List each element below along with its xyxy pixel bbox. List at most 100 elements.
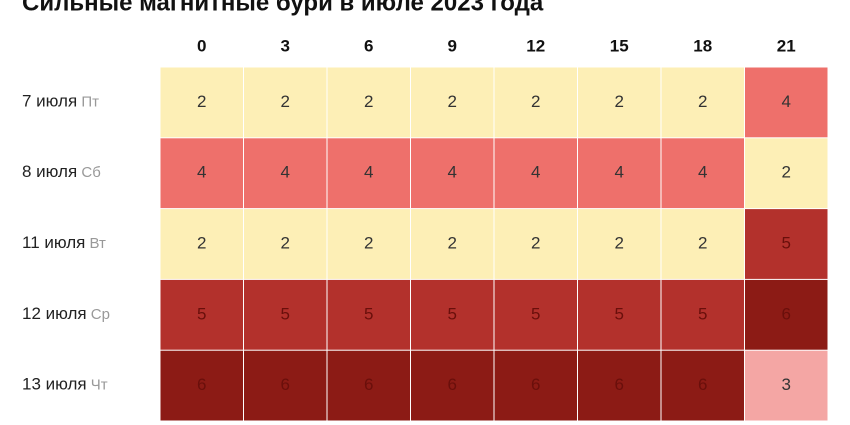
heatmap-cell bbox=[745, 209, 828, 279]
heatmap-cell bbox=[745, 279, 828, 350]
heatmap-cell bbox=[661, 67, 744, 138]
column-header: 18 bbox=[693, 36, 712, 55]
heatmap-cell bbox=[244, 138, 327, 209]
heatmap-cell bbox=[160, 138, 243, 209]
heatmap-cell bbox=[578, 279, 661, 350]
cell-value: 2 bbox=[448, 233, 457, 252]
row-label: 12 июля Ср bbox=[22, 304, 110, 323]
row-label: 11 июля Вт bbox=[22, 233, 106, 252]
heatmap-cell bbox=[494, 279, 577, 350]
heatmap-cell bbox=[160, 209, 243, 279]
heatmap-cell bbox=[745, 138, 828, 209]
cell-value: 6 bbox=[782, 304, 791, 323]
heatmap-cell bbox=[661, 279, 744, 350]
heatmap-cell bbox=[411, 209, 494, 279]
row-label: 13 июля Чт bbox=[22, 375, 108, 394]
heatmap-cell bbox=[745, 350, 828, 421]
column-header: 6 bbox=[364, 36, 373, 55]
heatmap-cell bbox=[411, 67, 494, 138]
row-weekday: Пт bbox=[77, 93, 99, 110]
cell-value: 4 bbox=[364, 163, 373, 182]
cell-value: 5 bbox=[197, 304, 206, 323]
cell-value: 4 bbox=[197, 163, 206, 182]
cell-value: 6 bbox=[531, 375, 540, 394]
cell-value: 2 bbox=[531, 92, 540, 111]
column-header: 15 bbox=[610, 36, 629, 55]
column-header: 12 bbox=[526, 36, 545, 55]
cell-value: 4 bbox=[531, 163, 540, 182]
heatmap-cell bbox=[327, 350, 410, 421]
heatmap-cell bbox=[244, 279, 327, 350]
heatmap-cell bbox=[160, 279, 243, 350]
heatmap-cell bbox=[327, 138, 410, 209]
column-header: 21 bbox=[777, 36, 796, 55]
cell-value: 6 bbox=[197, 375, 206, 394]
heatmap-cell bbox=[411, 279, 494, 350]
column-header: 9 bbox=[448, 36, 457, 55]
cell-value: 5 bbox=[448, 304, 457, 323]
cell-value: 2 bbox=[782, 163, 791, 182]
heatmap-cell bbox=[494, 209, 577, 279]
column-header: 3 bbox=[281, 36, 290, 55]
cell-value: 6 bbox=[364, 375, 373, 394]
heatmap-cell bbox=[578, 67, 661, 138]
heatmap-cell bbox=[244, 209, 327, 279]
cell-value: 6 bbox=[615, 375, 624, 394]
row-date: 7 июля bbox=[22, 92, 77, 111]
cell-value: 4 bbox=[281, 163, 290, 182]
row-weekday: Вт bbox=[85, 235, 106, 252]
cell-value: 2 bbox=[197, 92, 206, 111]
row-weekday: Ср bbox=[87, 306, 110, 323]
heatmap-cell bbox=[244, 350, 327, 421]
cell-value: 2 bbox=[698, 233, 707, 252]
cell-value: 4 bbox=[698, 163, 707, 182]
heatmap-cell bbox=[578, 138, 661, 209]
heatmap-cell bbox=[160, 67, 243, 138]
heatmap-cell bbox=[661, 209, 744, 279]
cell-value: 2 bbox=[615, 92, 624, 111]
cell-value: 5 bbox=[364, 304, 373, 323]
cell-value: 5 bbox=[698, 304, 707, 323]
cell-value: 5 bbox=[782, 233, 791, 252]
cell-value: 2 bbox=[281, 233, 290, 252]
row-date: 8 июля bbox=[22, 163, 77, 182]
cell-value: 4 bbox=[615, 163, 624, 182]
cell-value: 2 bbox=[364, 233, 373, 252]
heatmap-cell bbox=[494, 138, 577, 209]
row-weekday: Сб bbox=[77, 164, 101, 181]
heatmap-cell bbox=[327, 67, 410, 138]
heatmap-cell bbox=[244, 67, 327, 138]
row-date: 13 июля bbox=[22, 375, 87, 394]
cell-value: 2 bbox=[281, 92, 290, 111]
heatmap-cell bbox=[411, 138, 494, 209]
cell-value: 2 bbox=[448, 92, 457, 111]
cell-value: 4 bbox=[448, 163, 457, 182]
heatmap-cell bbox=[661, 350, 744, 421]
row-label: 8 июля Сб bbox=[22, 163, 101, 182]
row-label: 7 июля Пт bbox=[22, 92, 99, 111]
cell-value: 4 bbox=[782, 92, 791, 111]
cell-value: 5 bbox=[615, 304, 624, 323]
cell-value: 6 bbox=[698, 375, 707, 394]
heatmap-cell bbox=[745, 67, 828, 138]
row-date: 12 июля bbox=[22, 304, 87, 323]
row-weekday: Чт bbox=[87, 377, 108, 394]
heatmap-cell bbox=[578, 209, 661, 279]
heatmap-cell bbox=[160, 350, 243, 421]
heatmap-cell bbox=[327, 209, 410, 279]
cell-value: 2 bbox=[698, 92, 707, 111]
heatmap-cell bbox=[411, 350, 494, 421]
cell-value: 5 bbox=[531, 304, 540, 323]
cell-value: 2 bbox=[531, 233, 540, 252]
heatmap-cell bbox=[661, 138, 744, 209]
cell-value: 5 bbox=[281, 304, 290, 323]
heatmap-cell bbox=[327, 279, 410, 350]
heatmap-cell bbox=[578, 350, 661, 421]
row-date: 11 июля bbox=[22, 233, 85, 252]
cell-value: 2 bbox=[615, 233, 624, 252]
chart-title: Сильные магнитные бури в июле 2023 года bbox=[22, 0, 544, 16]
cell-value: 6 bbox=[281, 375, 290, 394]
cell-value: 6 bbox=[448, 375, 457, 394]
column-header: 0 bbox=[197, 36, 206, 55]
